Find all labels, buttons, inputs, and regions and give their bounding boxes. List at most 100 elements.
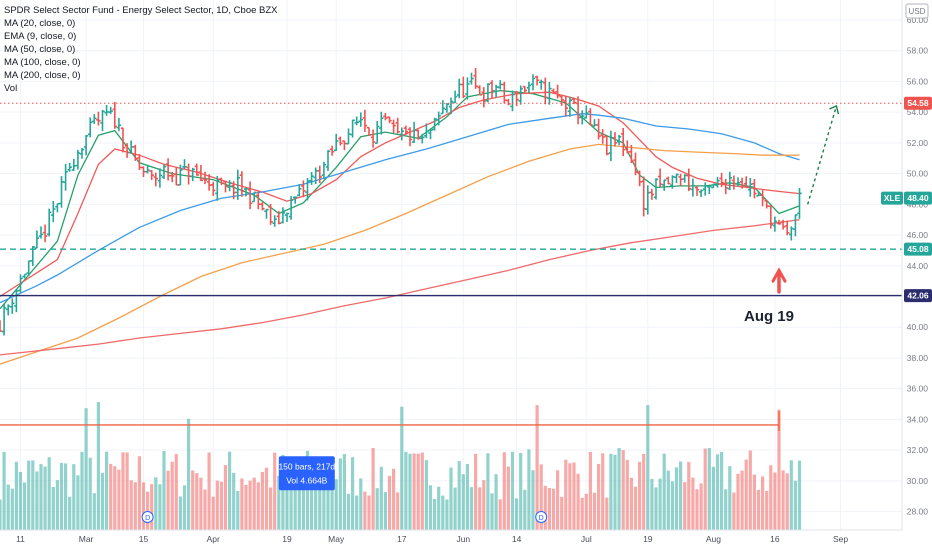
annotations: Aug 19 150 bars, 217d Vol 4.664B <box>278 105 840 491</box>
volume-bar <box>797 460 802 530</box>
volume-bar <box>211 496 215 530</box>
legend-ema9[interactable]: EMA (9, close, 0) <box>4 31 77 42</box>
volume-bar <box>314 462 318 530</box>
last-price-tag <box>904 191 932 205</box>
volume-bar <box>195 473 199 530</box>
volume-bar <box>285 466 289 530</box>
dividend-icon-label: D <box>539 515 544 522</box>
resistance-price-tag <box>904 96 932 110</box>
volume-bar <box>781 470 785 530</box>
volume-bar <box>756 489 761 530</box>
volume-bar <box>441 495 445 530</box>
volume-bar <box>6 484 10 530</box>
volume-bar <box>68 496 72 530</box>
price-levels <box>0 102 902 297</box>
volume-bar <box>27 460 31 530</box>
volume-bar <box>121 452 125 530</box>
volume-bar <box>408 453 412 530</box>
volume-bar <box>674 467 679 530</box>
volume-bar <box>72 464 76 530</box>
volume-bar <box>424 460 428 530</box>
last-price-tag-text: 48.40 <box>907 193 929 203</box>
volume-bar <box>109 463 113 530</box>
volume-bar <box>76 475 80 530</box>
volume-bar <box>445 499 449 530</box>
legend-ma100[interactable]: MA (100, close, 0) <box>4 57 81 68</box>
currency-badge[interactable] <box>905 3 929 19</box>
volume-bar <box>502 452 506 530</box>
volume-bar <box>359 478 363 530</box>
volume-bar <box>137 456 141 530</box>
volume-bar <box>146 491 150 530</box>
volume-bar <box>510 451 515 530</box>
legend-ma200[interactable]: MA (200, close, 0) <box>4 70 81 81</box>
price-tick-label: 40.00 <box>907 322 929 332</box>
volume-bar <box>465 463 469 530</box>
volume-bar <box>646 405 650 530</box>
volume-bar <box>141 482 146 530</box>
legend-vol[interactable]: Vol <box>4 83 18 94</box>
volume-bar <box>601 453 605 530</box>
volume-bar <box>133 482 137 530</box>
low-price-tag <box>904 289 932 303</box>
low-price-tag-text: 42.06 <box>907 291 929 301</box>
volume-bar <box>527 449 531 530</box>
volume-bar <box>531 470 535 530</box>
volume-bar <box>318 486 322 530</box>
range-tooltip[interactable] <box>278 456 335 491</box>
price-tick-label: 28.00 <box>907 507 929 517</box>
volume-bar <box>658 478 662 530</box>
volume-bar <box>10 488 14 530</box>
volume-bar <box>100 472 105 530</box>
volume-bar <box>96 402 100 530</box>
volume-bar <box>14 461 18 530</box>
volume-bar <box>293 472 297 530</box>
volume-bar <box>269 487 273 530</box>
volume-bar <box>215 480 219 530</box>
legend-ma50[interactable]: MA (50, close, 0) <box>4 44 76 55</box>
volume-bar <box>703 448 707 530</box>
volume-bar <box>178 496 182 530</box>
volume-bar <box>150 484 154 530</box>
volume-bar <box>18 471 23 530</box>
volume-bar <box>482 480 486 530</box>
volume-bar <box>199 477 203 530</box>
volume-bar <box>170 461 174 530</box>
volume-bar <box>59 462 64 530</box>
price-tick-label: 36.00 <box>907 384 929 394</box>
volume-bar <box>761 476 765 530</box>
volume-bar <box>588 451 592 530</box>
volume-bar <box>519 452 523 530</box>
volume-bar <box>765 490 769 530</box>
volume-bar <box>191 470 195 530</box>
volume-bar <box>428 485 433 530</box>
volume-bar <box>461 474 465 530</box>
volume-bar <box>64 463 68 530</box>
volume-bar <box>252 477 256 530</box>
annotation-date: Aug 19 <box>744 308 794 325</box>
volume-bar <box>453 487 457 530</box>
volume-bar <box>691 477 695 530</box>
volume-bar <box>129 480 133 530</box>
date-tick-label: Jul <box>581 534 592 544</box>
volume-bar <box>55 480 59 530</box>
volume-bar <box>92 493 96 530</box>
volume-bar <box>367 495 371 530</box>
price-tick-label: 46.00 <box>907 230 929 240</box>
volume-bar <box>670 481 674 530</box>
volume-bar <box>789 460 793 530</box>
volume-bar <box>695 489 699 530</box>
volume-bar <box>592 492 597 530</box>
dividend-icon[interactable] <box>141 511 154 523</box>
volume-bar <box>228 451 232 530</box>
volume-bar <box>334 479 338 530</box>
volume-bar <box>752 474 756 530</box>
volume-bar <box>711 466 715 530</box>
volume-bar <box>346 493 351 530</box>
legend-ma20[interactable]: MA (20, close, 0) <box>4 18 76 29</box>
volume-bar <box>597 463 601 530</box>
dividend-icon[interactable] <box>535 511 548 523</box>
date-tick-label: May <box>328 534 345 544</box>
